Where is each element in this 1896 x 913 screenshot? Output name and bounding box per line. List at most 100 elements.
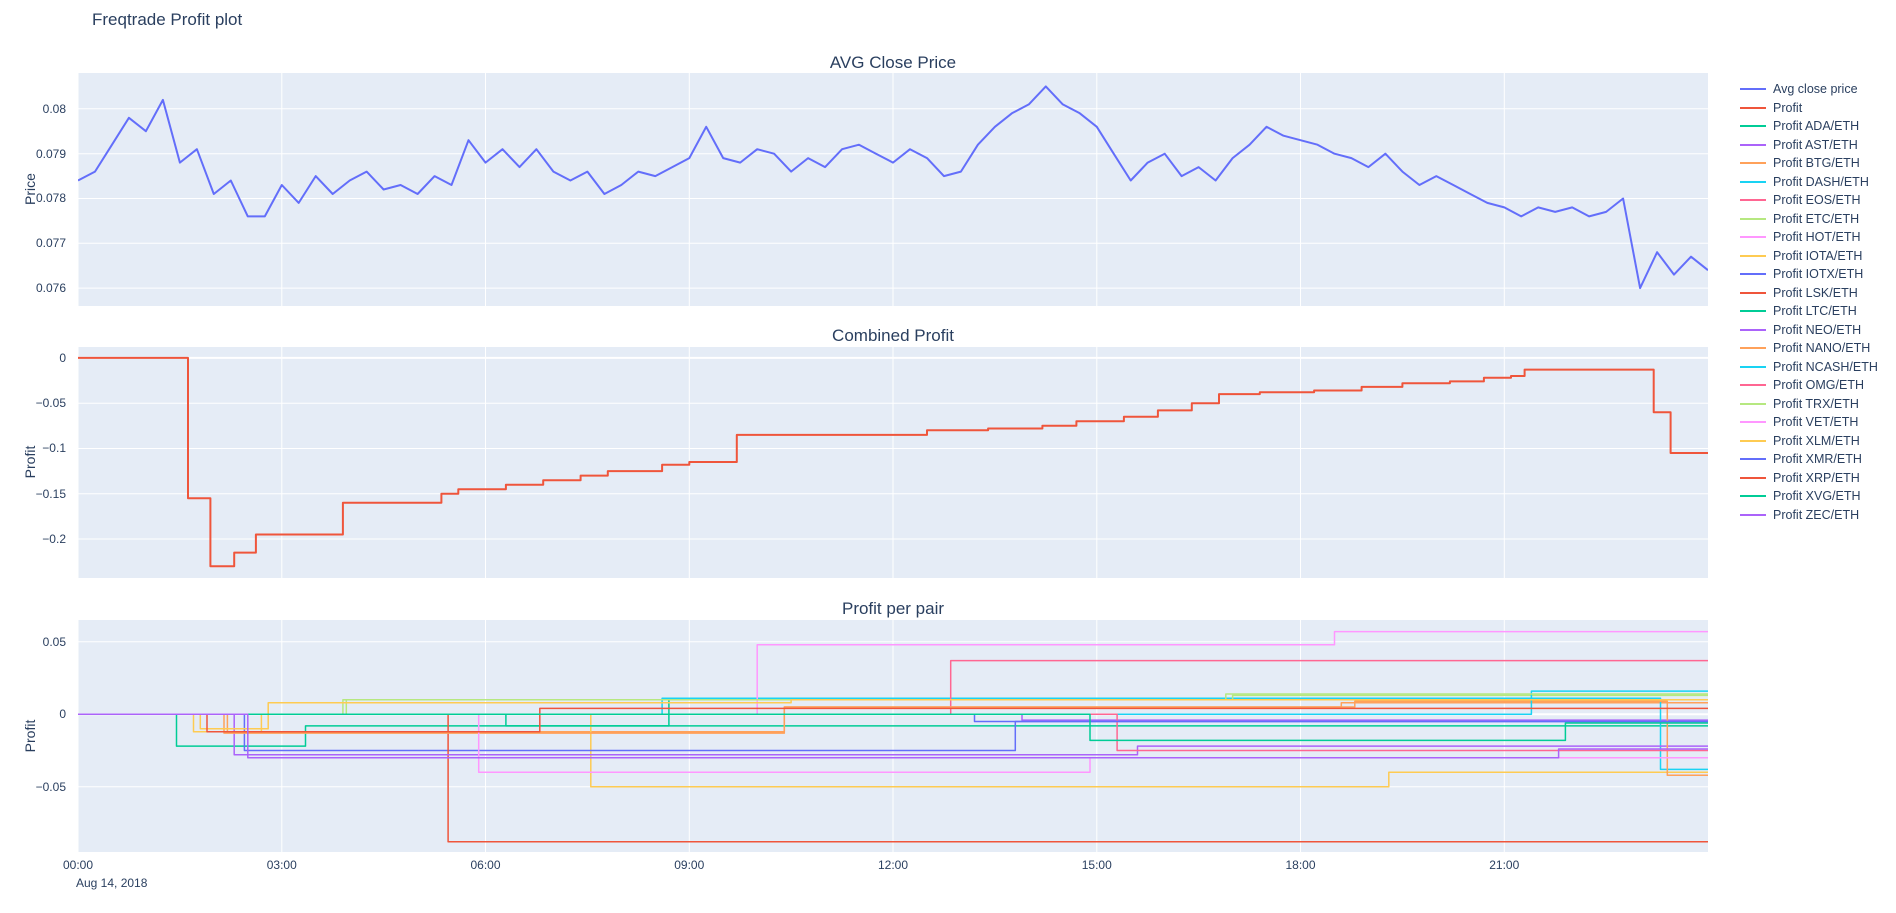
legend-item-profit-lsk-eth[interactable]: Profit LSK/ETH (1740, 284, 1878, 303)
legend-line-sample (1740, 347, 1766, 350)
x-tick-label: 09:00 (674, 858, 705, 872)
legend-line-sample (1740, 365, 1766, 368)
legend-line-sample (1740, 402, 1766, 405)
legend-item-profit-zec-eth[interactable]: Profit ZEC/ETH (1740, 506, 1878, 525)
legend-item-label: Profit XRP/ETH (1773, 470, 1860, 485)
x-tick-label: 15:00 (1081, 858, 1112, 872)
legend-line-sample (1740, 254, 1766, 257)
legend-line-sample (1740, 143, 1766, 146)
legend-item-profit-ltc-eth[interactable]: Profit LTC/ETH (1740, 302, 1878, 321)
legend-item-profit-neo-eth[interactable]: Profit NEO/ETH (1740, 321, 1878, 340)
legend-item-profit-vet-eth[interactable]: Profit VET/ETH (1740, 413, 1878, 432)
legend: Avg close price Profit Profit ADA/ETH Profi… (1740, 80, 1878, 524)
legend-line-sample (1740, 421, 1766, 424)
series-profit-xvg-eth (78, 713, 1708, 742)
legend-item-label: Profit NANO/ETH (1773, 341, 1871, 356)
legend-line-sample (1740, 513, 1766, 516)
legend-item-label: Profit AST/ETH (1773, 137, 1858, 152)
legend-line-sample (1740, 328, 1766, 331)
x-axis-date-label: Aug 14, 2018 (76, 876, 148, 890)
legend-item-label: Profit VET/ETH (1773, 415, 1859, 430)
legend-item-label: Profit (1773, 100, 1803, 115)
legend-line-sample (1740, 458, 1766, 461)
legend-item-profit-trx-eth[interactable]: Profit TRX/ETH (1740, 395, 1878, 414)
series-avg-close-price (78, 85, 1708, 290)
legend-line-sample (1740, 217, 1766, 220)
legend-item-label: Profit XMR/ETH (1773, 452, 1862, 467)
legend-item-label: Profit BTG/ETH (1773, 156, 1860, 171)
legend-item-label: Profit XLM/ETH (1773, 433, 1860, 448)
y-tick-label: −0.2 (42, 532, 66, 547)
legend-item-label: Profit HOT/ETH (1773, 230, 1861, 245)
x-tick-label: 00:00 (62, 858, 94, 872)
legend-line-sample (1740, 476, 1766, 479)
legend-item-label: Profit NEO/ETH (1773, 322, 1862, 337)
y-tick-label: 0.079 (35, 146, 66, 161)
legend-line-sample (1740, 495, 1766, 498)
legend-line-sample (1740, 310, 1766, 313)
legend-item-profit-nano-eth[interactable]: Profit NANO/ETH (1740, 339, 1878, 358)
legend-item-profit-dash-eth[interactable]: Profit DASH/ETH (1740, 173, 1878, 192)
y-axis-label-profit-2: Profit (22, 719, 38, 753)
legend-item-profit-btg-eth[interactable]: Profit BTG/ETH (1740, 154, 1878, 173)
y-tick-label: 0 (59, 707, 66, 722)
legend-item-label: Profit ADA/ETH (1773, 119, 1860, 134)
legend-line-sample (1740, 384, 1766, 387)
legend-item-profit-xvg-eth[interactable]: Profit XVG/ETH (1740, 487, 1878, 506)
legend-line-sample (1740, 291, 1766, 294)
legend-item-profit-hot-eth[interactable]: Profit HOT/ETH (1740, 228, 1878, 247)
series-profit-zec-eth (78, 713, 1708, 759)
x-tick-label: 18:00 (1285, 858, 1316, 872)
y-tick-label: 0.05 (42, 634, 66, 649)
subplot-title-profit-per-pair: Profit per pair (841, 599, 945, 618)
legend-item-avg-close-price[interactable]: Avg close price (1740, 80, 1878, 99)
x-tick-label: 12:00 (877, 858, 909, 872)
legend-item-profit-ncash-eth[interactable]: Profit NCASH/ETH (1740, 358, 1878, 377)
legend-item-profit-ast-eth[interactable]: Profit AST/ETH (1740, 136, 1878, 155)
legend-item-profit-xrp-eth[interactable]: Profit XRP/ETH (1740, 469, 1878, 488)
plot-area-combined-profit[interactable] (78, 347, 1708, 578)
y-tick-label: 0.08 (42, 101, 66, 116)
legend-item-label: Profit ETC/ETH (1773, 211, 1860, 226)
legend-item-label: Profit ZEC/ETH (1773, 507, 1860, 522)
legend-item-label: Profit LSK/ETH (1773, 285, 1858, 300)
y-tick-label: −0.05 (35, 779, 66, 794)
legend-line-sample (1740, 180, 1766, 183)
series-profit-xlm-eth (78, 699, 1708, 730)
legend-item-profit-ada-eth[interactable]: Profit ADA/ETH (1740, 117, 1878, 136)
legend-item-profit-xmr-eth[interactable]: Profit XMR/ETH (1740, 450, 1878, 469)
legend-line-sample (1740, 88, 1766, 91)
subplot-title-combined-profit: Combined Profit (832, 326, 954, 345)
y-tick-label: −0.1 (42, 441, 66, 456)
legend-line-sample (1740, 162, 1766, 165)
plot-area-avg-close-price[interactable] (78, 73, 1708, 306)
plot-area-profit-per-pair[interactable] (78, 620, 1708, 852)
series-profit (78, 356, 1708, 568)
legend-item-profit-eos-eth[interactable]: Profit EOS/ETH (1740, 191, 1878, 210)
y-tick-label: 0.077 (35, 236, 66, 251)
legend-line-sample (1740, 199, 1766, 202)
legend-item-profit-iota-eth[interactable]: Profit IOTA/ETH (1740, 247, 1878, 266)
legend-line-sample (1740, 236, 1766, 239)
y-tick-label: −0.15 (35, 486, 66, 501)
x-tick-label: 03:00 (266, 858, 297, 872)
legend-item-label: Profit OMG/ETH (1773, 378, 1864, 393)
legend-line-sample (1740, 106, 1766, 109)
legend-item-label: Avg close price (1773, 82, 1858, 97)
legend-item-profit-xlm-eth[interactable]: Profit XLM/ETH (1740, 432, 1878, 451)
series-profit-nano-eth (78, 700, 1708, 776)
legend-item-label: Profit TRX/ETH (1773, 396, 1859, 411)
legend-item-profit[interactable]: Profit (1740, 99, 1878, 118)
legend-item-profit-etc-eth[interactable]: Profit ETC/ETH (1740, 210, 1878, 229)
legend-item-profit-iotx-eth[interactable]: Profit IOTX/ETH (1740, 265, 1878, 284)
x-tick-label: 06:00 (470, 858, 501, 872)
legend-item-label: Profit IOTA/ETH (1773, 248, 1863, 263)
legend-item-profit-omg-eth[interactable]: Profit OMG/ETH (1740, 376, 1878, 395)
x-tick-label: 21:00 (1489, 858, 1520, 872)
legend-line-sample (1740, 439, 1766, 442)
y-tick-label: −0.05 (35, 396, 66, 411)
legend-item-label: Profit DASH/ETH (1773, 174, 1869, 189)
legend-item-label: Profit EOS/ETH (1773, 193, 1861, 208)
